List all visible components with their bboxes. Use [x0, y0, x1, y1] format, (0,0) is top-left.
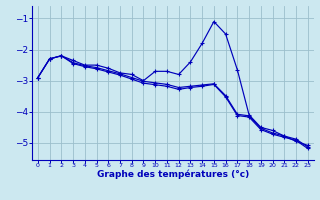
X-axis label: Graphe des températures (°c): Graphe des températures (°c) [97, 170, 249, 179]
